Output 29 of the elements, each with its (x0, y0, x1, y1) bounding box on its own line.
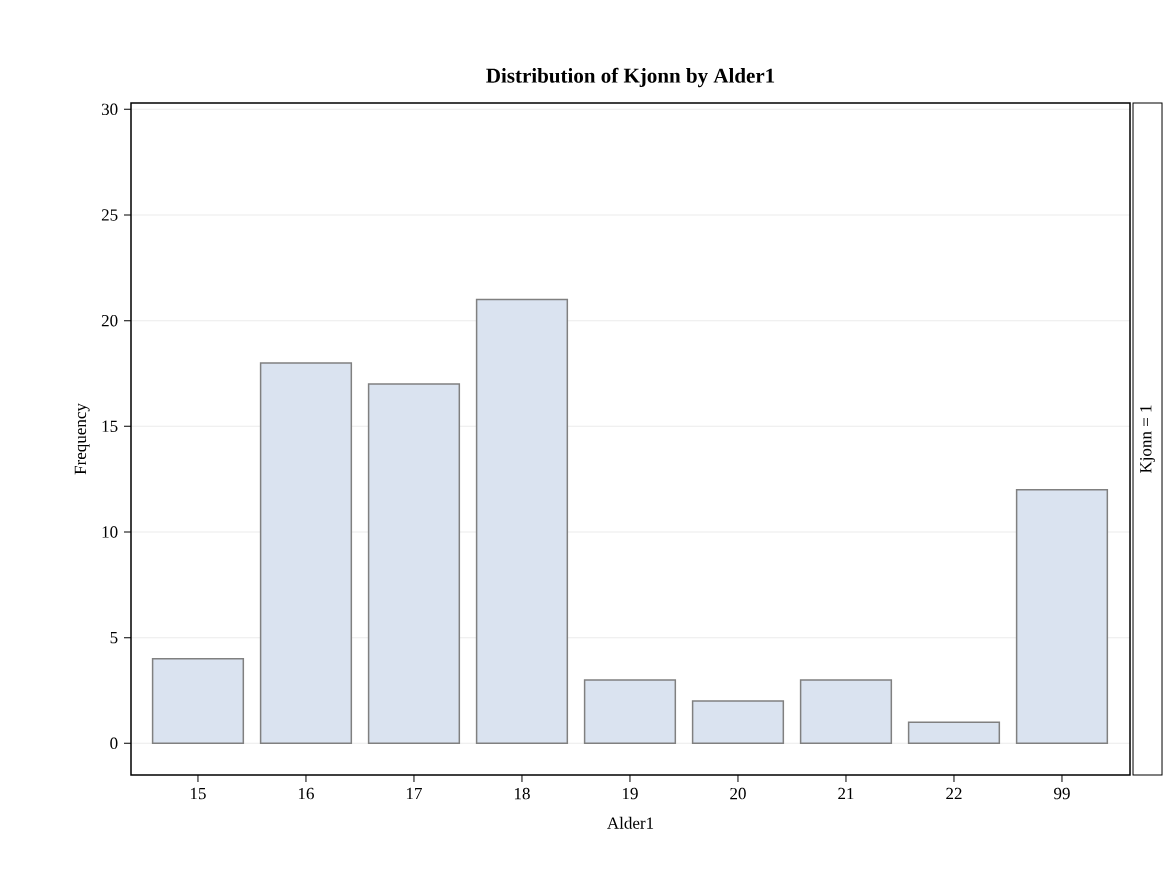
x-tick-label: 99 (1054, 787, 1070, 800)
text: Kjonn = 1 (1140, 405, 1155, 474)
bar (583, 679, 677, 745)
bar (799, 679, 893, 745)
x-tick-label: 16 (298, 787, 314, 800)
y-tick-label: 15 (102, 420, 118, 433)
y-tick-label: 25 (101, 209, 118, 221)
bar (475, 298, 569, 745)
y-tick-label: 30 (101, 103, 118, 116)
bar (1015, 488, 1109, 745)
x-tick-label: 19 (622, 787, 638, 800)
x-tick-label: 22 (946, 787, 962, 800)
bar (907, 721, 1001, 745)
x-tick-label: 15 (190, 787, 206, 800)
bar (691, 700, 785, 745)
chart-title: Distribution of Kjonn by Alder1 (486, 67, 775, 88)
y-tick-label: 10 (102, 526, 118, 538)
x-tick-label: 21 (838, 787, 854, 800)
x-tick-label: 17 (406, 787, 422, 800)
y-tick-label: 20 (101, 314, 118, 327)
x-tick-label: 20 (730, 787, 746, 800)
y-tick-label: 5 (110, 631, 118, 644)
x-tick-label: 18 (514, 787, 530, 800)
y-tick-label: 0 (110, 737, 118, 750)
y-axis-title: Frequency (74, 403, 90, 475)
bar (151, 658, 245, 745)
bar (367, 383, 461, 745)
x-axis-title: Alder1 (607, 816, 654, 829)
bar (259, 362, 353, 745)
